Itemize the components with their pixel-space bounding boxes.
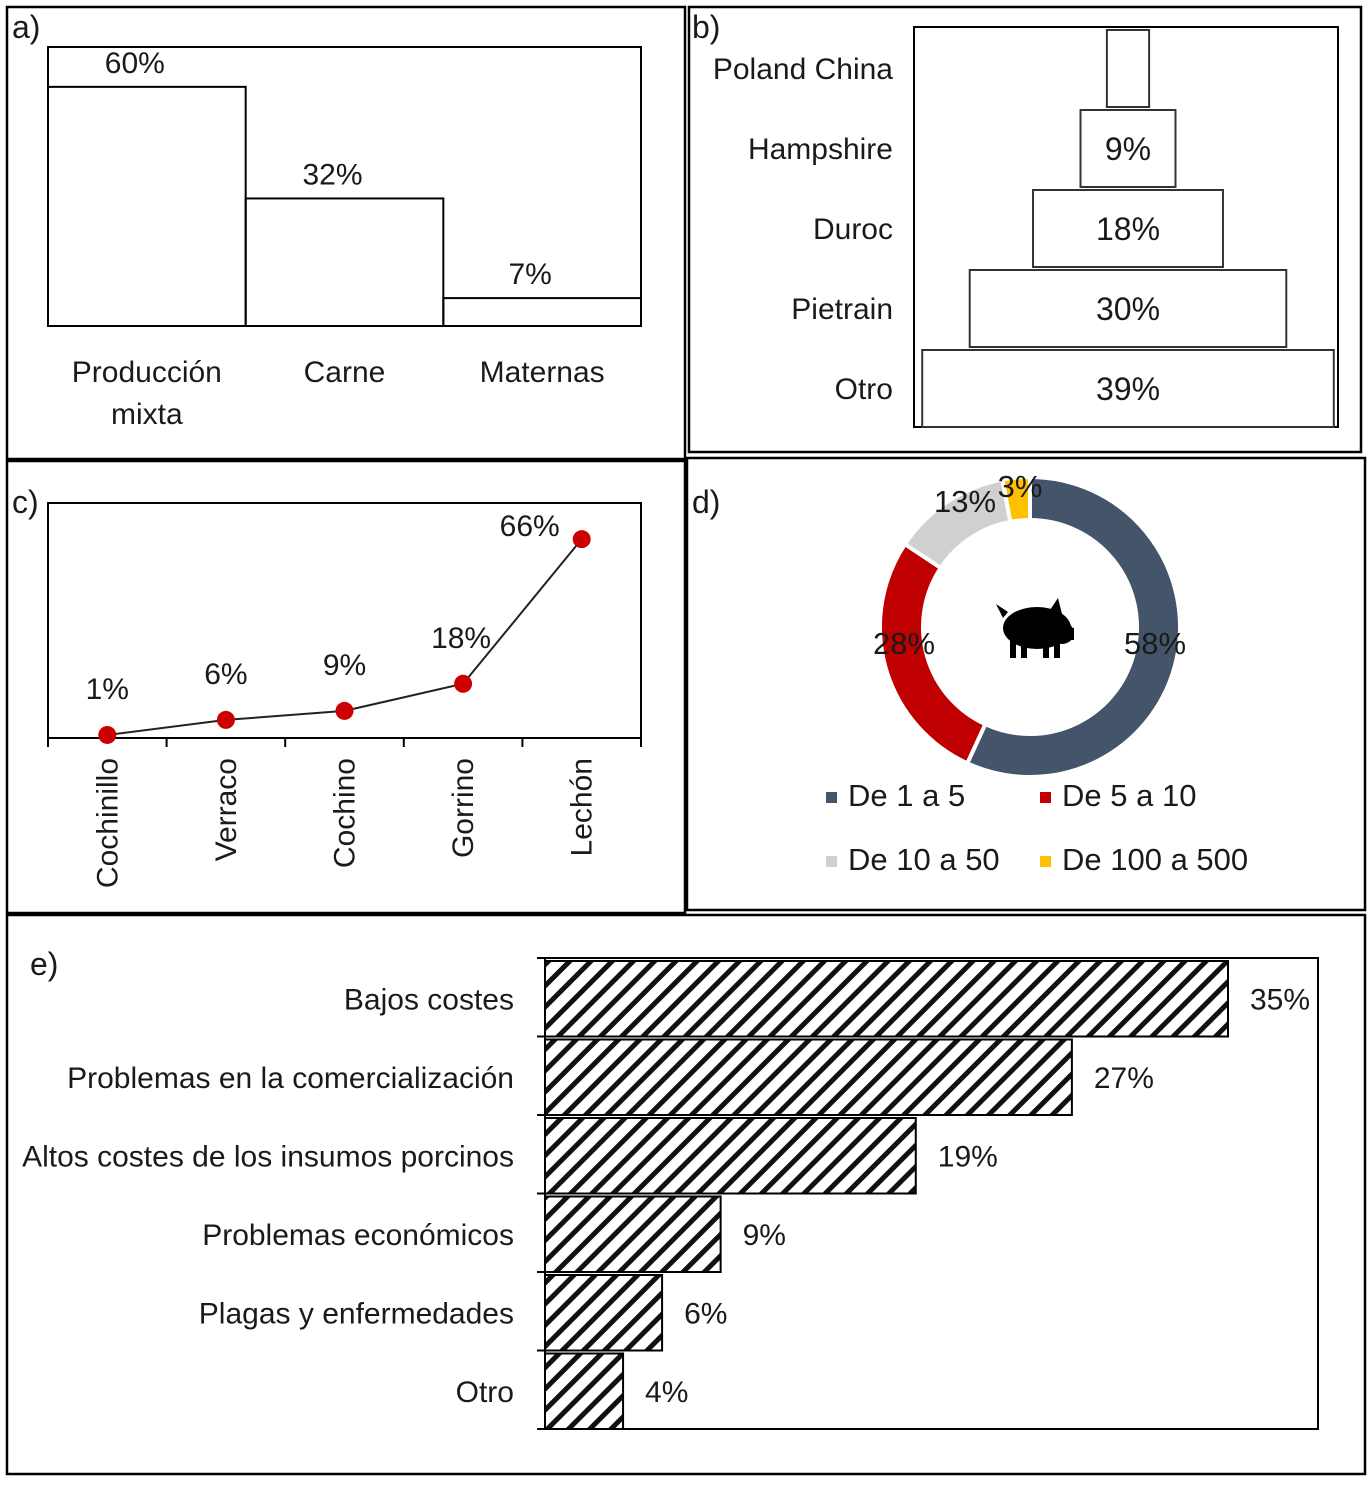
panel-b-label: b) [692,9,720,45]
data-label: 18% [431,622,491,655]
pig-icon [996,598,1074,658]
donut-slice [1000,474,1032,525]
category-label: Problemas económicos [202,1219,514,1252]
bar [921,349,1335,428]
panel-d-border [685,456,1367,912]
data-label: 27% [1094,1062,1154,1095]
bar [47,85,247,327]
bar [442,297,643,328]
data-label: 60% [105,47,165,80]
bar [544,960,1229,1038]
data-label: 7% [508,258,551,291]
panel-c-label: c) [12,484,39,520]
legend-swatch [826,792,837,803]
category-label: Altos costes de los insumos porcinos [22,1140,514,1173]
category-label: Maternas [480,356,605,389]
category-label: Carne [304,356,386,389]
data-label: 3% [998,469,1043,504]
data-point [98,725,117,744]
category-label: Cochinillo [91,758,124,888]
category-label: Bajos costes [344,983,514,1016]
panel-d-chart: 58% 28% 13% 3% De 1 a 5 De 5 a 10 De 10 a 50 De… [826,469,1248,877]
bar [544,1038,1073,1116]
data-label: 66% [500,510,560,543]
data-label: 13% [934,484,996,519]
panel-e-label: e) [30,946,58,982]
category-label: Lechón [566,758,599,856]
category-label: mixta [111,398,183,431]
data-label: 9% [1105,131,1151,167]
data-point [572,530,591,549]
panel-a-label: a) [12,9,40,45]
bar [968,269,1288,348]
bar [1079,109,1177,188]
data-label: 18% [1096,211,1160,247]
data-label: 58% [1124,626,1186,661]
bar [1105,29,1151,108]
donut-slice [964,474,1182,779]
data-point [454,674,473,693]
category-label: Verraco [210,758,243,861]
panel-e-border [5,913,1367,1476]
category-label: Plagas y enfermedades [199,1297,514,1330]
category-label: Gorrino [447,758,480,858]
panel-d-label: d) [692,484,720,520]
data-label: 9% [743,1219,786,1252]
data-label: 4% [645,1376,688,1409]
category-label: Otro [456,1376,514,1409]
bar [544,1195,722,1273]
legend-swatch [826,856,837,867]
data-label: 32% [302,158,362,191]
data-label: 9% [323,649,366,682]
legend-label: De 100 a 500 [1062,842,1248,877]
panel-b-border [687,5,1363,454]
bar [244,197,445,327]
panel-e-chart: 35% Bajos costes 27% Problemas en la comerc… [22,957,1319,1430]
data-label: 6% [684,1297,727,1330]
panel-c-chart: 1% Cochinillo 6% Verraco 9% Cochino 18% Gorrino… [47,502,642,888]
plot-area [47,502,642,739]
data-point [216,710,235,729]
data-point [335,701,354,720]
category-label: Duroc [813,213,893,246]
category-label: Problemas en la comercialización [67,1062,514,1095]
panel-a-chart: 60% Producción mixta 32% Carne 7% Maternas [47,46,643,431]
data-label: 28% [873,626,935,661]
legend-swatch [1040,792,1051,803]
category-label: Cochino [329,758,362,868]
panel-c-border [5,459,687,915]
bar [1032,189,1224,268]
category-label: Otro [835,373,893,406]
data-label: 1% [86,673,129,706]
category-label: Pietrain [791,293,893,326]
legend-label: De 5 a 10 [1062,778,1196,813]
category-label: Poland China [713,53,893,86]
bar [544,1352,625,1430]
legend-label: De 1 a 5 [848,778,965,813]
legend-swatch [1040,856,1051,867]
panel-a-border [5,5,687,461]
data-label: 39% [1096,371,1160,407]
data-label: 30% [1096,291,1160,327]
data-label: 35% [1250,983,1310,1016]
category-label: Hampshire [748,133,893,166]
data-label: 6% [204,658,247,691]
panel-b-chart: Poland China 9% Hampshire 18% Duroc 30% Pietra… [713,26,1339,428]
category-label: Producción [72,356,222,389]
bar [544,1274,664,1352]
bar [544,1117,917,1195]
legend-label: De 10 a 50 [848,842,1000,877]
data-label: 19% [938,1140,998,1173]
